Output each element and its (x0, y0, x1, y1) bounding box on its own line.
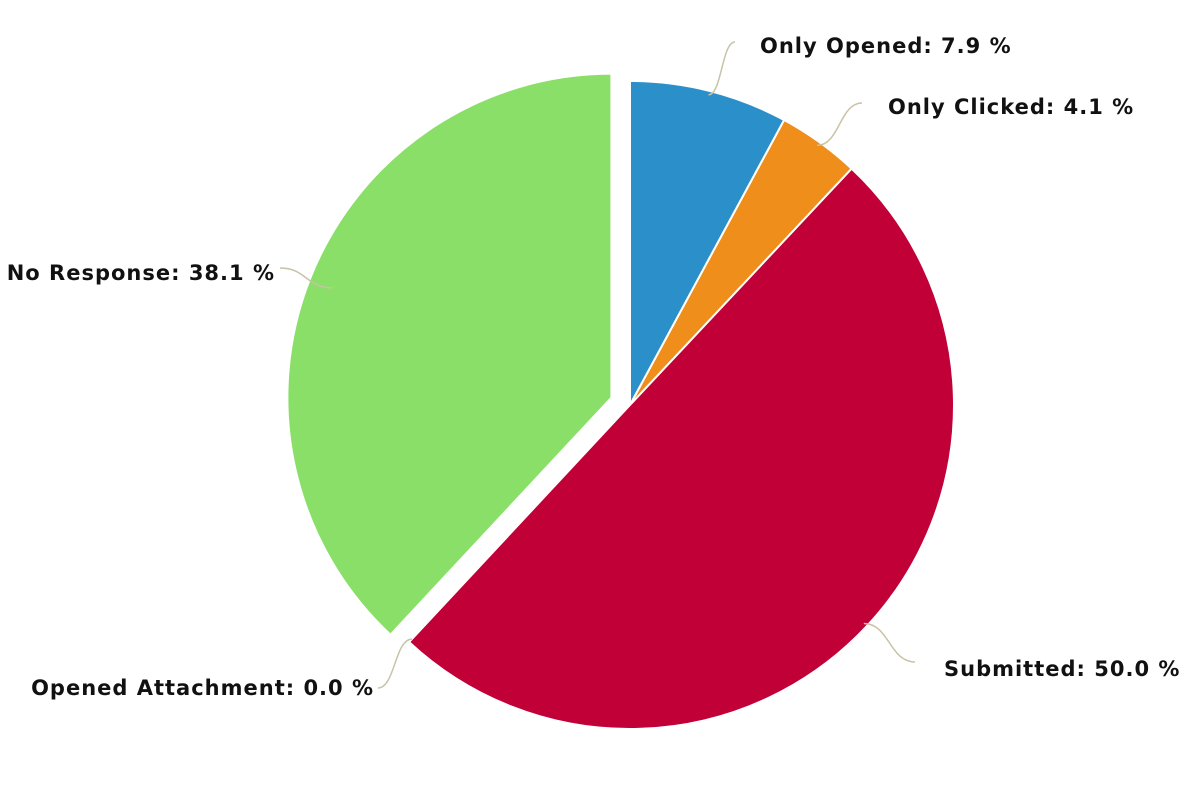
connector-only-opened (708, 41, 736, 96)
connector-submitted (863, 622, 916, 663)
label-submitted: Submitted: 50.0 % (944, 657, 1180, 681)
label-only-opened: Only Opened: 7.9 % (760, 34, 1012, 58)
label-opened-attachment: Opened Attachment: 0.0 % (31, 676, 374, 700)
labels-layer: Only Opened: 7.9 % Only Clicked: 4.1 % S… (7, 34, 1180, 700)
connector-only-clicked (817, 102, 863, 147)
slice-submitted[interactable] (408, 167, 955, 730)
label-no-response: No Response: 38.1 % (7, 261, 275, 285)
slice-only-opened[interactable] (629, 80, 786, 406)
connectors-layer (279, 41, 916, 689)
connector-no-response (279, 267, 333, 289)
slice-no-response[interactable] (286, 72, 613, 636)
slices-layer (286, 72, 955, 730)
label-only-clicked: Only Clicked: 4.1 % (888, 95, 1134, 119)
connector-opened-attachment (377, 638, 413, 689)
